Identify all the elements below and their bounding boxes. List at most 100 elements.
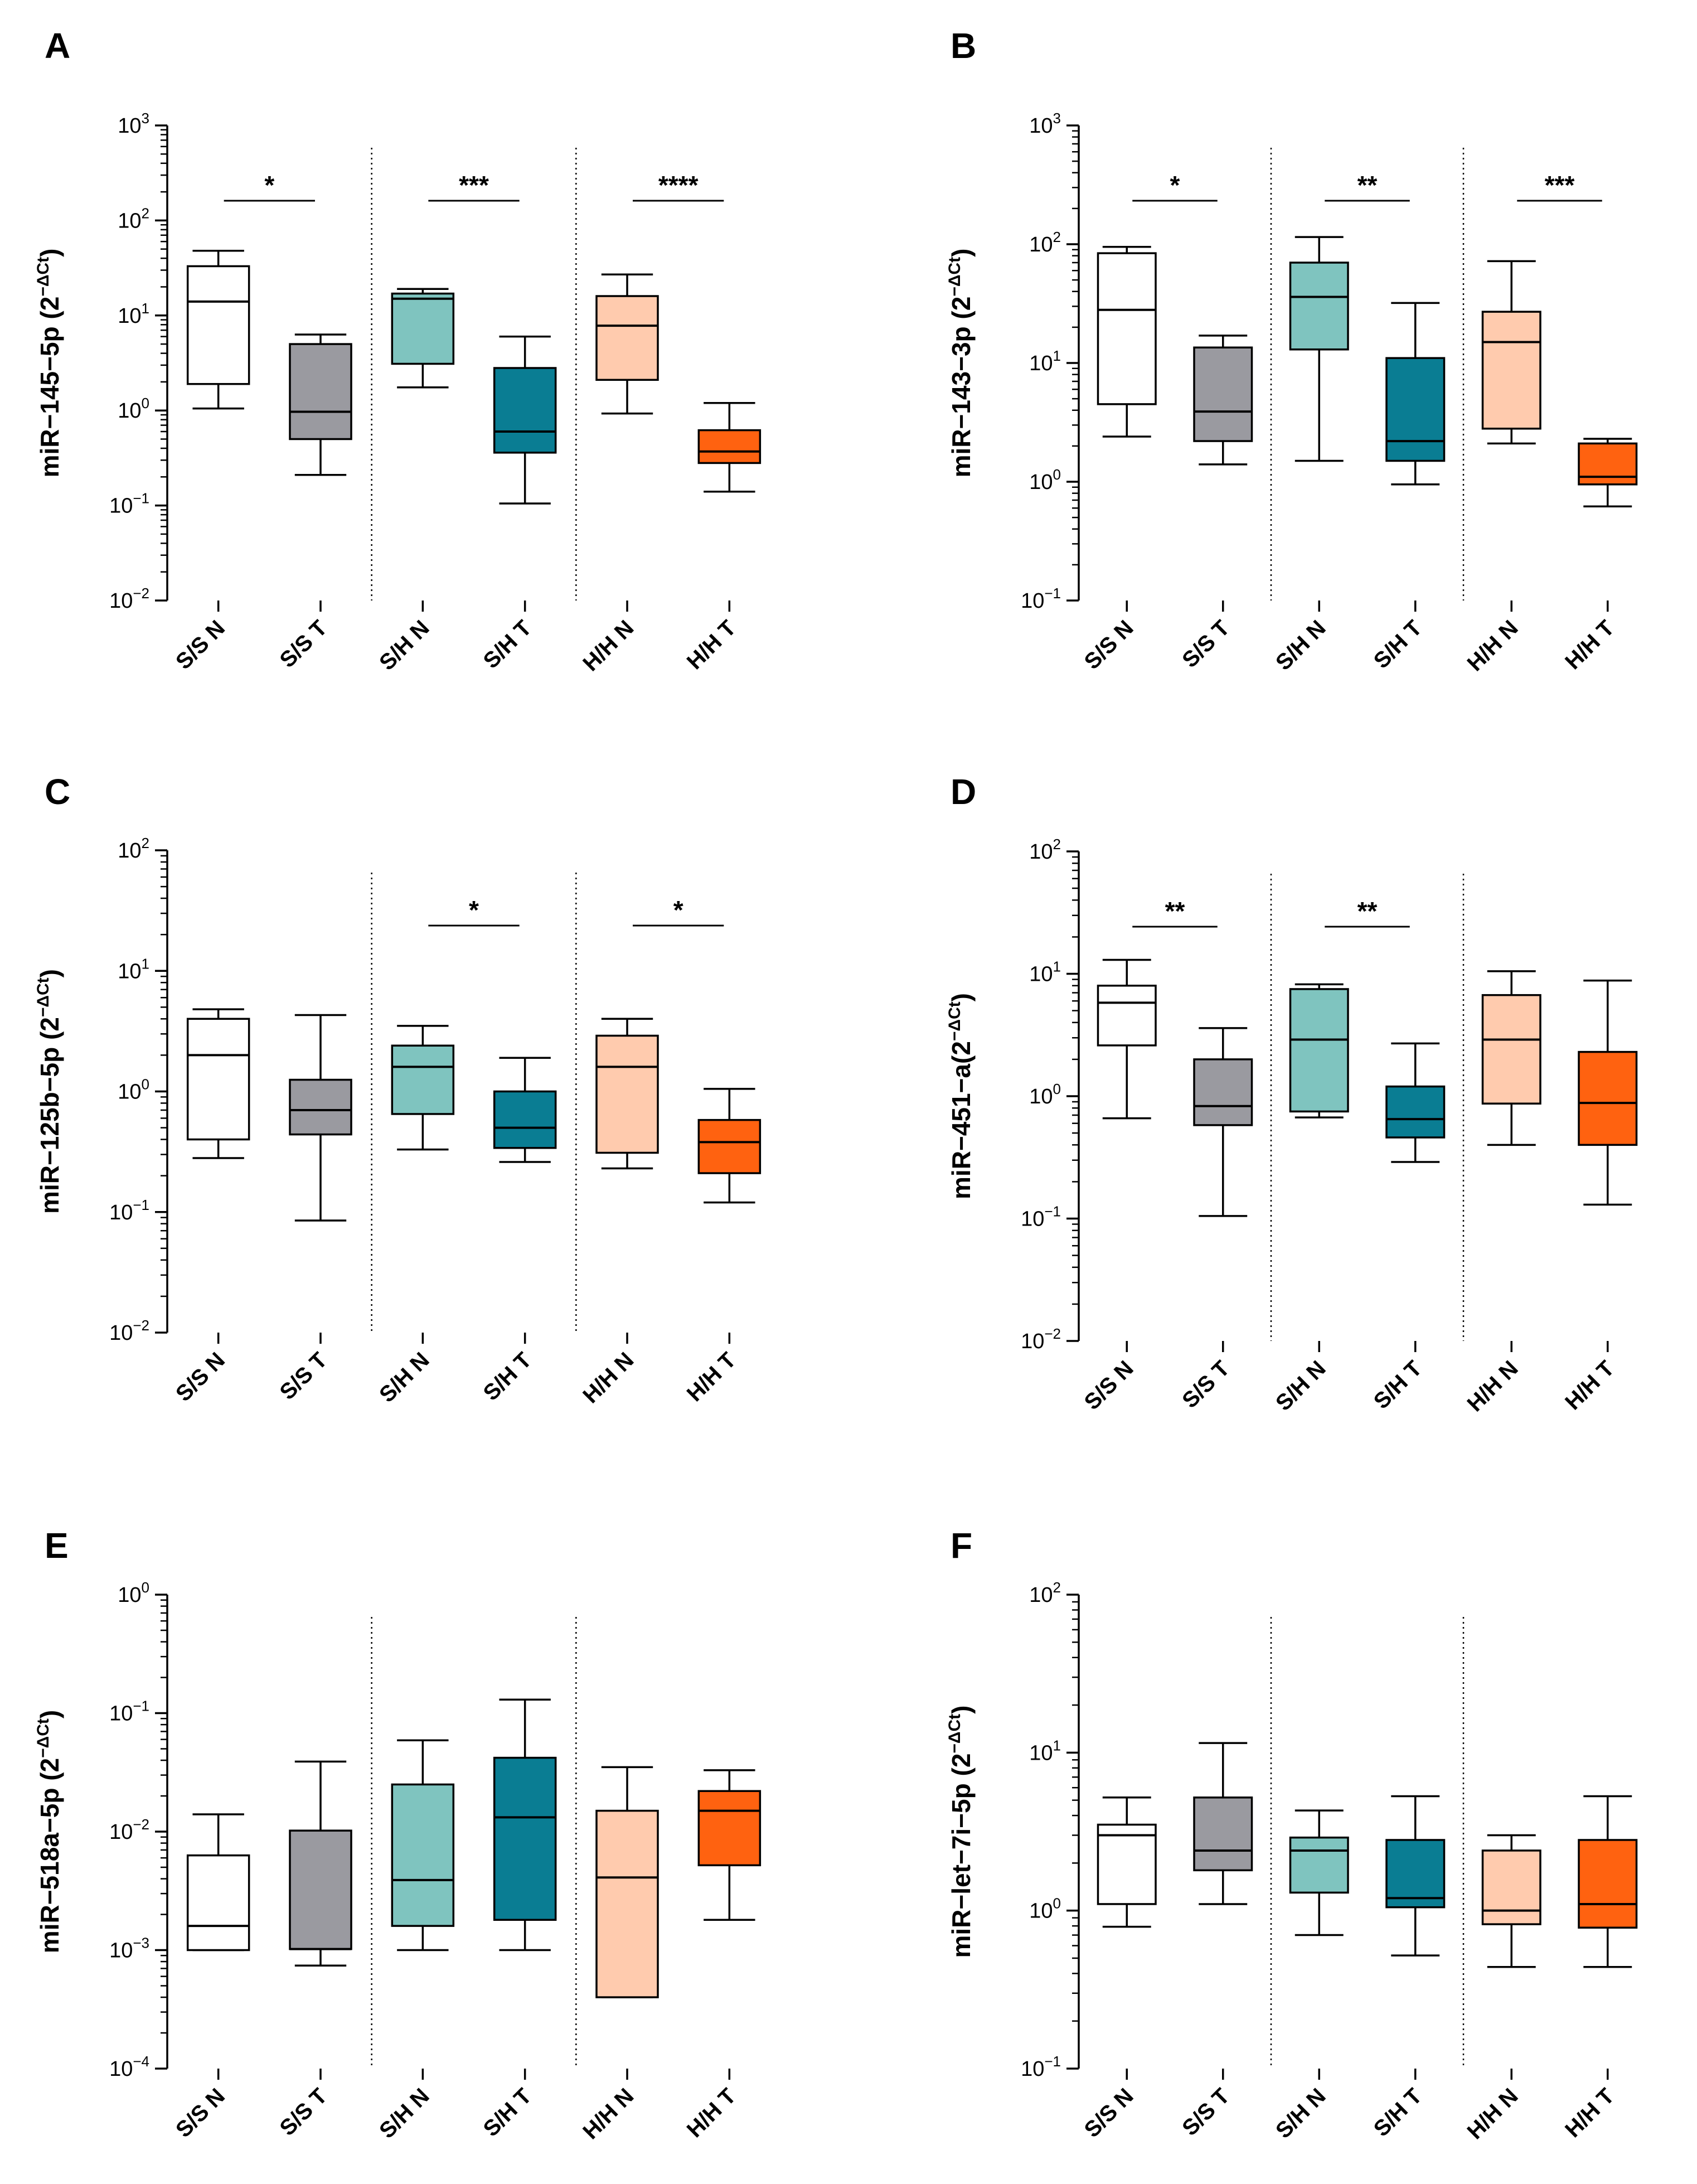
box-h-h-t bbox=[1578, 979, 1638, 1206]
significance-label: ** bbox=[1357, 897, 1378, 926]
y-axis-label-main: miR−125b−5p (2 bbox=[35, 1017, 64, 1214]
y-tick-label: 102 bbox=[1029, 836, 1061, 864]
iqr-box bbox=[1289, 262, 1349, 351]
iqr-box bbox=[595, 1809, 659, 1998]
significance-label: *** bbox=[459, 171, 489, 200]
iqr-box bbox=[1578, 1839, 1638, 1929]
iqr-box bbox=[1289, 1836, 1349, 1894]
y-axis-label-close: ) bbox=[947, 249, 976, 257]
y-tick-label: 102 bbox=[118, 835, 149, 863]
y-tick-label: 10−2 bbox=[109, 585, 149, 613]
box-s-s-t bbox=[289, 1014, 352, 1222]
x-tick-label: S/S N bbox=[171, 2084, 230, 2142]
y-tick-label: 103 bbox=[118, 110, 149, 138]
significance-label: * bbox=[1170, 171, 1180, 200]
iqr-box bbox=[1385, 357, 1446, 462]
x-tick-label: H/H N bbox=[1463, 616, 1523, 676]
iqr-box bbox=[289, 1078, 352, 1136]
box-h-h-t bbox=[1578, 438, 1638, 507]
box-s-h-n bbox=[1289, 1809, 1349, 1936]
x-tick-label: S/S N bbox=[1080, 2084, 1138, 2142]
iqr-box bbox=[1097, 1823, 1157, 1905]
box-s-h-t bbox=[493, 1057, 557, 1163]
panel-label: B bbox=[951, 26, 976, 66]
iqr-box bbox=[1481, 311, 1541, 430]
y-axis-label-main: miR−143−3p (2 bbox=[947, 297, 976, 478]
significance-label: * bbox=[469, 895, 479, 924]
y-axis-label-close: ) bbox=[35, 249, 64, 257]
y-tick-label: 100 bbox=[118, 395, 149, 423]
x-tick-label: S/S N bbox=[1080, 1356, 1138, 1415]
y-axis-label-close: ) bbox=[35, 1710, 64, 1718]
y-tick-label: 10−1 bbox=[1021, 585, 1061, 613]
iqr-box bbox=[493, 367, 557, 454]
iqr-box bbox=[1289, 988, 1349, 1113]
x-tick-label: S/S N bbox=[171, 1348, 230, 1406]
y-tick-label: 102 bbox=[1029, 229, 1061, 256]
x-tick-label: H/H N bbox=[578, 616, 638, 676]
x-tick-label: S/S T bbox=[275, 2084, 332, 2141]
x-tick-label: H/H N bbox=[578, 1348, 638, 1408]
y-tick-label: 101 bbox=[118, 300, 149, 328]
y-tick-label: 10−3 bbox=[109, 1935, 149, 1963]
x-tick-label: H/H T bbox=[1560, 2084, 1619, 2142]
x-tick-label: S/S N bbox=[171, 616, 230, 674]
y-axis-label-main: miR−518a−5p (2 bbox=[35, 1758, 64, 1953]
y-tick-label: 101 bbox=[1029, 347, 1061, 375]
iqr-box bbox=[1481, 994, 1541, 1105]
iqr-box bbox=[186, 1854, 250, 1951]
x-tick-label: S/H N bbox=[375, 1348, 434, 1407]
y-axis-label-exponent: −ΔCt bbox=[34, 1718, 52, 1758]
box-s-s-t bbox=[289, 1760, 352, 1967]
iqr-box bbox=[391, 1783, 455, 1927]
panel-label: D bbox=[951, 772, 976, 812]
y-tick-label: 101 bbox=[1029, 1737, 1061, 1765]
iqr-box bbox=[1193, 346, 1253, 442]
iqr-box bbox=[1193, 1058, 1253, 1126]
box-s-h-n bbox=[391, 288, 455, 389]
x-tick-label: S/H T bbox=[479, 1348, 536, 1405]
box-s-s-n bbox=[186, 1813, 250, 1951]
y-axis-label: miR−125b−5p (2−ΔCt) bbox=[34, 969, 64, 1214]
iqr-box bbox=[1193, 1796, 1253, 1872]
iqr-box bbox=[493, 1090, 557, 1149]
y-tick-label: 10−1 bbox=[1021, 2053, 1061, 2081]
panel-label: F bbox=[951, 1526, 972, 1566]
box-h-h-n bbox=[1481, 970, 1541, 1146]
x-tick-label: S/S T bbox=[1177, 1356, 1234, 1413]
x-tick-label: S/S T bbox=[1177, 616, 1234, 672]
significance-label: * bbox=[264, 171, 274, 200]
box-s-s-t bbox=[1193, 1027, 1253, 1217]
box-s-h-t bbox=[1385, 1042, 1446, 1163]
iqr-box bbox=[697, 429, 762, 464]
iqr-box bbox=[493, 1756, 557, 1921]
y-axis-label: miR−let−7i−5p (2−ΔCt) bbox=[946, 1706, 976, 1958]
y-tick-label: 102 bbox=[118, 205, 149, 233]
box-s-h-t bbox=[1385, 1795, 1446, 1957]
box-h-h-n bbox=[595, 1766, 659, 1998]
box-s-s-n bbox=[1097, 1796, 1157, 1928]
box-s-h-n bbox=[391, 1025, 455, 1151]
panel-label: A bbox=[45, 26, 70, 66]
y-axis-label-main: miR−let−7i−5p (2 bbox=[947, 1754, 976, 1958]
box-s-h-t bbox=[493, 1698, 557, 1951]
significance-label: ** bbox=[1357, 171, 1378, 200]
x-tick-label: H/H T bbox=[682, 2084, 741, 2142]
x-tick-label: S/H T bbox=[1369, 2084, 1427, 2141]
x-tick-label: S/S T bbox=[275, 1348, 332, 1405]
box-s-h-n bbox=[1289, 236, 1349, 462]
y-axis-label-exponent: −ΔCt bbox=[946, 1714, 964, 1754]
y-axis-label-close: ) bbox=[35, 969, 64, 977]
panel-label: C bbox=[45, 772, 70, 812]
y-tick-label: 10−2 bbox=[109, 1816, 149, 1844]
x-tick-label: S/H N bbox=[1271, 616, 1331, 675]
box-h-h-n bbox=[595, 273, 659, 415]
box-h-h-t bbox=[1578, 1795, 1638, 1968]
y-axis-label-close: ) bbox=[947, 1706, 976, 1714]
y-axis-label-main: miR−451−a(2 bbox=[947, 1041, 976, 1199]
y-axis-label-exponent: −ΔCt bbox=[946, 1001, 964, 1041]
